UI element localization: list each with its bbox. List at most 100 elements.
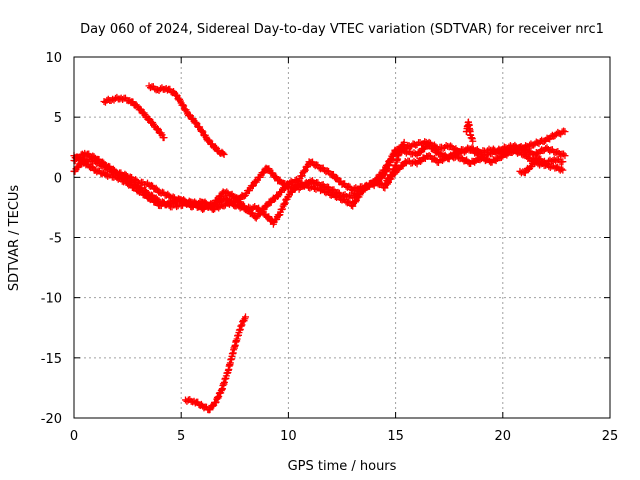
data-point [561,152,569,160]
data-point [88,163,96,171]
data-point [209,201,217,209]
data-point [237,322,245,330]
data-point [298,172,306,180]
data-point [136,105,144,113]
data-point [447,142,455,150]
data-point [198,127,206,135]
data-point [560,150,568,158]
series-arc-1 [100,93,168,142]
data-point [275,211,283,219]
data-point [561,128,569,136]
data-point [212,143,220,151]
y-tick-label: -15 [41,352,62,367]
series-arc-2 [145,82,228,158]
data-point [530,158,538,166]
data-point [281,184,289,192]
data-point [219,149,227,157]
data-point [402,149,410,157]
axis-ticks: 0 5 10 15 20 25 -20 -15 -10 -5 0 5 10 [41,51,619,444]
data-point [558,165,566,173]
data-point [172,91,180,99]
data-point [461,147,469,155]
data-point [240,202,248,210]
data-point [160,134,168,142]
data-point [278,205,286,213]
data-point [242,313,250,321]
y-tick-label: 0 [54,171,62,186]
data-point [104,172,112,180]
data-point [400,138,408,146]
x-axis-label: GPS time / hours [288,459,397,474]
data-point [392,147,400,155]
data-point [204,203,212,211]
data-point [153,124,161,132]
plot-frame [73,56,611,419]
data-point [416,139,424,147]
data-point [385,175,393,183]
data-point [185,111,193,119]
y-tick-label: 5 [54,111,62,126]
data-point [373,178,381,186]
series-arc-6 [70,127,569,222]
data-point [209,402,217,410]
y-tick-label: 10 [45,51,62,66]
data-point [344,193,352,201]
data-point [173,92,181,100]
data-point [312,185,320,193]
data-point [559,158,567,166]
data-point [259,206,267,214]
data-point [192,118,200,126]
data-point [363,181,371,189]
data-point [351,198,359,206]
data-point [425,141,433,149]
data-point [248,182,256,190]
data-point [352,184,360,192]
x-tick-label: 5 [177,429,185,444]
y-tick-label: -10 [41,292,62,307]
data-point [223,188,231,196]
data-point [399,142,407,150]
data-point [145,115,153,123]
series-arc-8 [381,138,408,187]
y-tick-label: -5 [49,232,62,247]
data-point [546,163,554,171]
data-point [205,136,213,144]
x-tick-label: 15 [387,429,404,444]
x-tick-label: 20 [495,429,512,444]
data-point [179,199,187,207]
data-point [416,149,424,157]
data-point [180,102,188,110]
series-arc-3 [181,313,250,414]
x-tick-label: 0 [70,429,78,444]
data-point [417,158,425,166]
data-points [70,82,569,414]
x-tick-label: 10 [280,429,297,444]
data-point [482,148,490,156]
data-point [140,109,148,117]
series-arc-7 [516,154,567,177]
chart-title: Day 060 of 2024, Sidereal Day-to-day VTE… [80,22,604,37]
data-point [300,168,308,176]
data-point [238,321,246,329]
series-arc-9 [462,118,477,145]
data-point [176,95,184,103]
data-point [469,137,477,145]
data-point [179,101,187,109]
data-point [281,199,289,207]
y-tick-label: -20 [41,412,62,427]
data-point [352,197,360,205]
data-point [259,169,267,177]
data-point [131,183,139,191]
data-point [136,180,144,188]
data-point [333,174,341,182]
data-point [109,165,117,173]
data-point [280,200,288,208]
data-point [449,153,457,161]
data-point [141,190,149,198]
x-tick-label: 25 [602,429,619,444]
grid-lines [74,57,610,418]
data-point [74,164,82,172]
y-axis-label: SDTVAR / TECUs [7,185,22,292]
data-point [425,152,433,160]
